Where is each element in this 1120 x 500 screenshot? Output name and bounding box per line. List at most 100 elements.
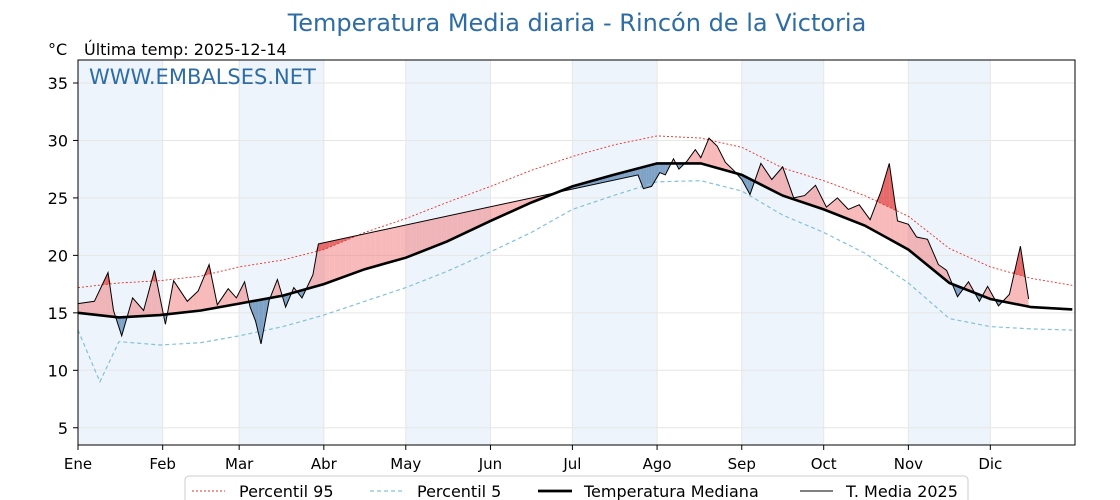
fill-above-median: [722, 156, 726, 171]
fill-above-median: [864, 212, 868, 228]
fill-above-median: [501, 203, 505, 216]
fill-above-median: [807, 190, 811, 205]
fill-above-p95: [105, 272, 109, 285]
x-tick-label-nov: Nov: [894, 455, 923, 473]
fill-above-p95: [326, 241, 330, 249]
fill-above-median: [356, 235, 360, 273]
fill-above-median: [506, 202, 510, 214]
x-tick-label-jun: Jun: [478, 455, 502, 473]
fill-above-p95: [886, 163, 890, 208]
fill-above-median: [927, 239, 931, 268]
median-temperature-line: [77, 162, 1073, 319]
fill-above-median: [509, 202, 513, 213]
fill-above-median: [894, 201, 898, 244]
fill-above-median: [364, 233, 368, 270]
fill-above-median: [332, 240, 335, 282]
fill-above-median: [225, 288, 229, 307]
fill-above-median: [1012, 270, 1015, 304]
fill-below-median: [643, 166, 647, 189]
fill-above-median: [711, 140, 715, 168]
fill-above-median: [504, 203, 507, 215]
fill-above-median: [774, 173, 778, 193]
fill-above-median: [389, 227, 393, 263]
percentile-5-line: [77, 180, 1073, 384]
fill-above-median: [102, 278, 106, 316]
fill-above-median: [430, 219, 434, 249]
fill-above-median: [987, 286, 991, 300]
unit-label: °C: [48, 40, 67, 59]
fill-above-median: [424, 220, 428, 251]
fill-above-median: [1006, 294, 1010, 303]
fill-above-median: [760, 163, 764, 186]
fill-above-median: [189, 296, 193, 312]
fill-above-median: [870, 212, 873, 231]
percentile-95-line: [77, 135, 1073, 289]
fill-above-median: [99, 284, 103, 316]
fill-above-median: [78, 303, 81, 314]
fill-above-median: [463, 212, 466, 234]
fill-above-median: [236, 292, 240, 305]
fill-above-median: [842, 203, 846, 218]
fill-below-median: [285, 294, 289, 308]
fill-above-median: [766, 171, 770, 189]
fill-above-median: [315, 243, 319, 287]
plot-frame: [77, 59, 1076, 446]
fill-above-median: [848, 208, 852, 221]
fill-above-median: [181, 293, 185, 313]
fill-above-median: [91, 301, 95, 315]
fill-above-median: [400, 225, 404, 260]
fill-below-median: [651, 164, 655, 187]
fill-above-median: [359, 234, 363, 272]
fill-above-median: [370, 232, 374, 268]
fill-above-median: [708, 138, 712, 167]
fill-above-median: [318, 243, 322, 286]
fill-above-p95: [334, 239, 338, 246]
fill-above-p95: [321, 242, 324, 251]
fill-above-median: [97, 289, 100, 316]
fill-above-median: [326, 241, 330, 284]
month-shade-jul: [572, 60, 658, 445]
fill-above-median: [758, 163, 761, 185]
fill-above-median: [474, 209, 477, 229]
fill-above-median: [170, 280, 174, 314]
fill-above-median: [476, 209, 480, 228]
fill-above-median: [905, 223, 909, 250]
fill-below-median: [657, 163, 660, 178]
fill-above-median: [804, 193, 808, 204]
fill-above-median: [386, 228, 390, 264]
fill-above-median: [345, 237, 349, 277]
fill-below-median: [121, 317, 125, 336]
fill-above-median: [157, 283, 160, 316]
fill-above-median: [444, 216, 447, 243]
fill-above-median: [329, 240, 333, 283]
fill-above-median: [80, 302, 84, 314]
fill-above-median: [362, 233, 365, 271]
fill-above-median: [83, 302, 87, 314]
fill-above-p95: [318, 243, 322, 252]
fill-above-median: [829, 202, 832, 213]
fill-below-median: [118, 317, 122, 336]
fill-above-median: [449, 215, 453, 241]
fill-above-median: [312, 259, 316, 288]
fill-below-median: [252, 300, 256, 321]
fill-above-median: [913, 232, 917, 257]
fill-above-median: [383, 229, 387, 264]
fill-above-median: [187, 298, 190, 313]
fill-below-median: [678, 163, 682, 170]
legend-p5-label: Percentil 5: [417, 482, 501, 500]
fill-above-median: [323, 242, 327, 285]
fill-below-median: [648, 164, 652, 188]
x-tick-label-abr: Abr: [311, 455, 338, 473]
fill-above-median: [381, 229, 384, 265]
fill-above-median: [834, 197, 838, 215]
fill-below-median: [749, 179, 753, 195]
fill-above-p95: [329, 240, 333, 248]
fill-above-median: [392, 227, 395, 262]
fill-above-median: [86, 302, 89, 315]
fill-above-median: [490, 206, 494, 221]
fill-below-median: [258, 299, 262, 344]
fill-above-p95: [889, 163, 892, 209]
fill-above-p95: [337, 239, 341, 244]
fill-above-median: [277, 279, 281, 297]
fill-above-median: [919, 237, 923, 261]
